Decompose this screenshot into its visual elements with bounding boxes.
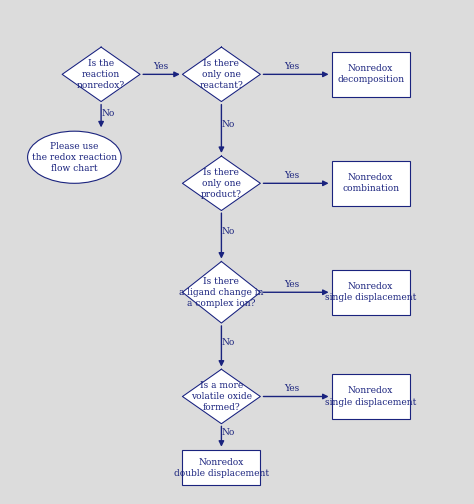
- Text: Nonredox
double displacement: Nonredox double displacement: [174, 458, 269, 478]
- Polygon shape: [182, 156, 260, 211]
- Text: Nonredox
combination: Nonredox combination: [342, 173, 399, 194]
- Polygon shape: [182, 262, 260, 323]
- Bar: [332, 374, 410, 419]
- Text: No: No: [101, 109, 115, 118]
- Bar: [332, 52, 410, 97]
- Text: No: No: [222, 227, 235, 236]
- Bar: [182, 450, 260, 485]
- Text: Yes: Yes: [154, 62, 169, 71]
- Text: Please use
the redox reaction
flow chart: Please use the redox reaction flow chart: [32, 142, 117, 173]
- Text: Is a more
volatile oxide
formed?: Is a more volatile oxide formed?: [191, 381, 252, 412]
- Ellipse shape: [27, 131, 121, 183]
- Text: Yes: Yes: [284, 384, 299, 393]
- Text: Is the
reaction
nonredox?: Is the reaction nonredox?: [77, 59, 125, 90]
- Text: Is there
only one
reactant?: Is there only one reactant?: [200, 59, 243, 90]
- Bar: [332, 161, 410, 206]
- Text: Yes: Yes: [284, 171, 299, 180]
- Text: Nonredox
single displacement: Nonredox single displacement: [325, 387, 416, 407]
- Polygon shape: [62, 47, 140, 102]
- Text: Is there
a ligand change in
a complex ion?: Is there a ligand change in a complex io…: [179, 277, 264, 308]
- Text: Is there
only one
product?: Is there only one product?: [201, 168, 242, 199]
- Text: Yes: Yes: [284, 280, 299, 289]
- Text: Nonredox
single displacement: Nonredox single displacement: [325, 282, 416, 302]
- Polygon shape: [182, 47, 260, 102]
- Text: No: No: [222, 119, 235, 129]
- Text: Nonredox
decomposition: Nonredox decomposition: [337, 65, 404, 84]
- Text: No: No: [222, 427, 235, 436]
- Polygon shape: [182, 369, 260, 424]
- Bar: [332, 270, 410, 315]
- Text: Yes: Yes: [284, 62, 299, 71]
- Text: No: No: [222, 338, 235, 347]
